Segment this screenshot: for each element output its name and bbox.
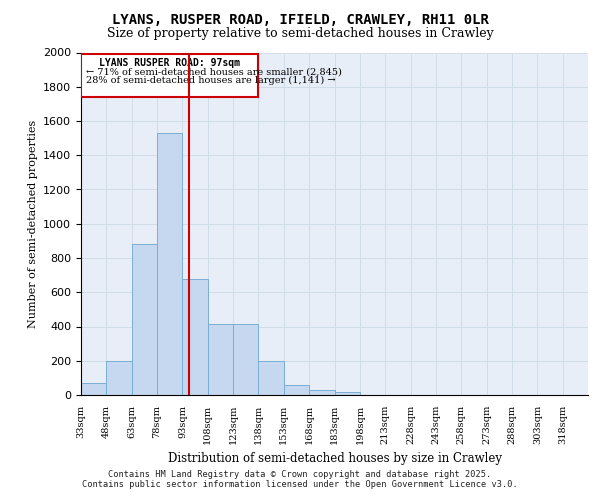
Text: 28% of semi-detached houses are larger (1,141) →: 28% of semi-detached houses are larger (… xyxy=(86,76,335,84)
X-axis label: Distribution of semi-detached houses by size in Crawley: Distribution of semi-detached houses by … xyxy=(167,452,502,466)
Bar xyxy=(208,324,233,395)
Bar xyxy=(81,383,106,395)
Bar xyxy=(259,361,284,395)
Text: Size of property relative to semi-detached houses in Crawley: Size of property relative to semi-detach… xyxy=(107,28,493,40)
Bar xyxy=(309,390,335,395)
Bar xyxy=(182,278,208,395)
Bar xyxy=(157,133,182,395)
Bar xyxy=(132,244,157,395)
Bar xyxy=(233,324,259,395)
Text: ← 71% of semi-detached houses are smaller (2,845): ← 71% of semi-detached houses are smalle… xyxy=(86,67,342,76)
Text: Contains HM Land Registry data © Crown copyright and database right 2025.
Contai: Contains HM Land Registry data © Crown c… xyxy=(82,470,518,489)
Text: LYANS RUSPER ROAD: 97sqm: LYANS RUSPER ROAD: 97sqm xyxy=(99,58,240,68)
Bar xyxy=(81,54,259,97)
Y-axis label: Number of semi-detached properties: Number of semi-detached properties xyxy=(28,120,38,328)
Bar xyxy=(106,361,132,395)
Bar xyxy=(335,392,360,395)
Bar xyxy=(284,384,309,395)
Text: LYANS, RUSPER ROAD, IFIELD, CRAWLEY, RH11 0LR: LYANS, RUSPER ROAD, IFIELD, CRAWLEY, RH1… xyxy=(112,12,488,26)
